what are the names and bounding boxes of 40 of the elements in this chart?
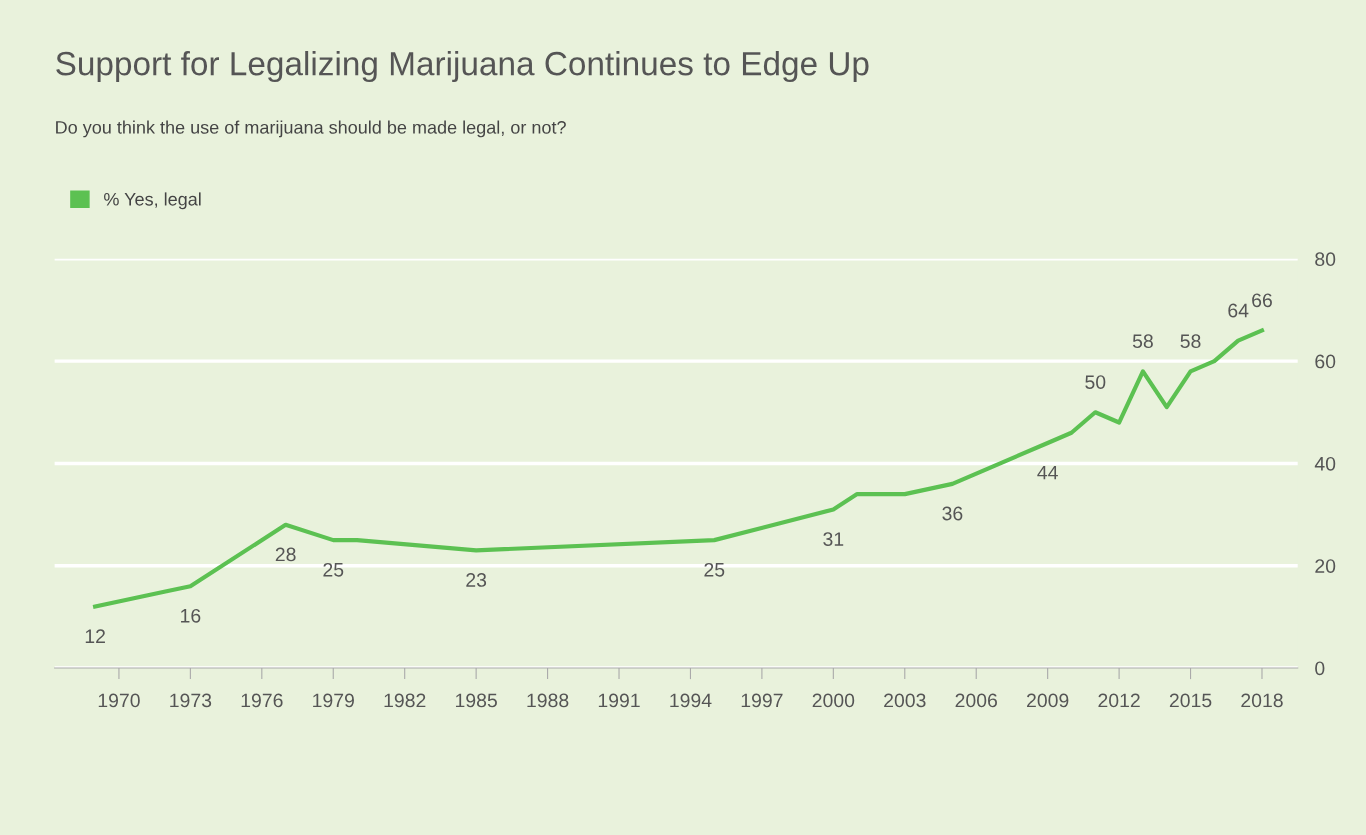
x-tick-label: 1994 — [670, 693, 712, 708]
x-tick-label: 2006 — [955, 693, 997, 708]
x-tick-label: 1976 — [241, 693, 283, 708]
x-tick-label: 2015 — [1169, 693, 1212, 708]
y-tick-label: 80 — [1315, 252, 1336, 267]
y-tick-label: 60 — [1315, 354, 1336, 369]
x-tick-label: 2012 — [1098, 693, 1140, 708]
data-label: 28 — [275, 547, 296, 562]
data-label: 58 — [1180, 334, 1201, 349]
data-label: 58 — [1132, 334, 1153, 349]
data-label: 23 — [466, 573, 487, 587]
x-tick-label: 1982 — [384, 693, 426, 708]
data-label: 66 — [1252, 293, 1272, 308]
data-label: 44 — [1037, 465, 1058, 480]
data-label: 31 — [823, 532, 844, 546]
y-tick-label: 20 — [1315, 559, 1336, 573]
data-label: 25 — [704, 562, 725, 577]
line-series — [93, 328, 1265, 609]
data-label: 12 — [85, 629, 105, 643]
x-tick-label: 1973 — [170, 693, 212, 708]
chart-subtitle: Do you think the use of marijuana should be made legal, or not? — [56, 120, 566, 138]
legend-label: % Yes, legal — [104, 192, 201, 210]
data-label: 50 — [1085, 375, 1106, 389]
x-tick-label: 2000 — [812, 693, 855, 708]
y-tick-label: 0 — [1315, 661, 1325, 676]
data-label: 64 — [1228, 303, 1249, 318]
x-tick-label: 2018 — [1241, 693, 1283, 708]
data-label: 36 — [942, 506, 963, 521]
x-tick-label: 1997 — [741, 693, 783, 708]
x-tick-label: 1970 — [98, 693, 140, 708]
x-tick-label: 1985 — [455, 693, 497, 708]
y-tick-label: 40 — [1314, 456, 1336, 471]
x-tick-label: 1988 — [527, 693, 569, 708]
chart-title: Support for Legalizing Marijuana Continues to Edge Up — [56, 50, 869, 83]
x-tick-label: 1979 — [313, 693, 354, 708]
x-tick-label: 2009 — [1027, 693, 1069, 708]
x-tick-label: 1991 — [598, 693, 640, 708]
data-label: 16 — [181, 608, 201, 623]
x-tick-label: 2003 — [884, 693, 926, 708]
data-label: 25 — [323, 562, 344, 577]
